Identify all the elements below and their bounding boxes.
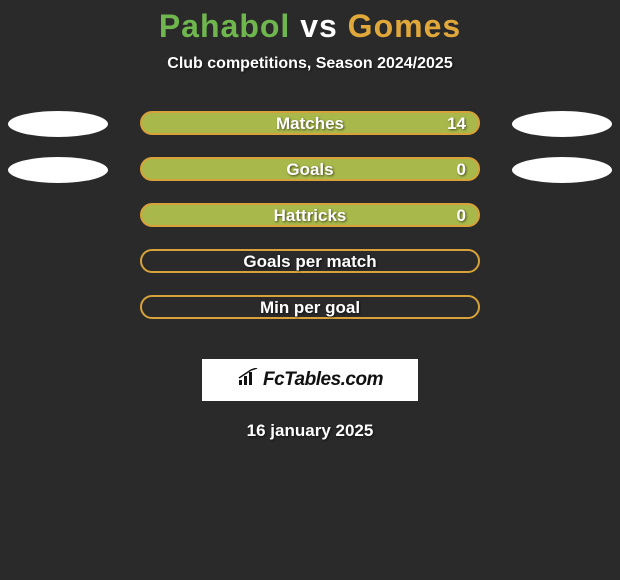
player2-name: Gomes xyxy=(348,8,461,44)
stat-value: 14 xyxy=(447,114,466,134)
left-ellipse xyxy=(8,157,108,183)
vs-text: vs xyxy=(300,8,338,44)
stat-row: Hattricks 0 xyxy=(0,203,620,249)
stat-label: Matches xyxy=(142,114,478,134)
stat-value: 0 xyxy=(457,160,466,180)
stat-row: Goals 0 xyxy=(0,157,620,203)
stat-row: Min per goal xyxy=(0,295,620,341)
chart-icon xyxy=(237,368,259,392)
logo-text: FcTables.com xyxy=(263,369,383,391)
stat-row: Matches 14 xyxy=(0,111,620,157)
stat-bar-hattricks: Hattricks 0 xyxy=(140,203,480,227)
right-ellipse xyxy=(512,111,612,137)
stats-bars: Matches 14 Goals 0 Hattricks 0 Goals per… xyxy=(0,111,620,341)
stat-bar-min-per-goal: Min per goal xyxy=(140,295,480,319)
stat-value: 0 xyxy=(457,206,466,226)
left-ellipse xyxy=(8,111,108,137)
comparison-title: Pahabol vs Gomes xyxy=(0,0,620,45)
stat-label: Hattricks xyxy=(142,206,478,226)
stat-label: Goals per match xyxy=(142,252,478,272)
logo-box: FcTables.com xyxy=(202,359,418,401)
stat-bar-goals-per-match: Goals per match xyxy=(140,249,480,273)
stat-row: Goals per match xyxy=(0,249,620,295)
logo: FcTables.com xyxy=(237,368,383,392)
stat-bar-goals: Goals 0 xyxy=(140,157,480,181)
subtitle: Club competitions, Season 2024/2025 xyxy=(0,55,620,73)
stat-label: Min per goal xyxy=(142,298,478,318)
stat-bar-matches: Matches 14 xyxy=(140,111,480,135)
player1-name: Pahabol xyxy=(159,8,290,44)
right-ellipse xyxy=(512,157,612,183)
date: 16 january 2025 xyxy=(0,421,620,441)
stat-label: Goals xyxy=(142,160,478,180)
